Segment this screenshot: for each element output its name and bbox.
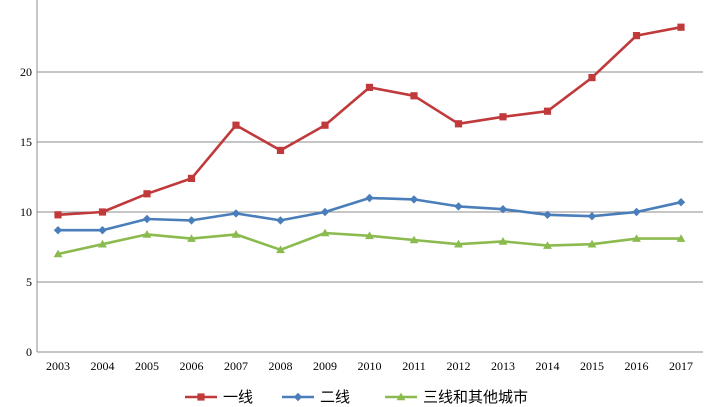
y-tick-label: 10 <box>20 205 32 219</box>
x-tick-label: 2013 <box>491 359 515 373</box>
data-point <box>454 239 463 248</box>
x-tick-label: 2006 <box>180 359 204 373</box>
data-point <box>98 239 107 248</box>
x-tick-label: 2005 <box>135 359 159 373</box>
x-tick-label: 2004 <box>91 359 115 373</box>
data-point <box>142 230 152 238</box>
series-lines <box>53 23 686 258</box>
data-point <box>187 234 196 242</box>
legend-marker <box>396 392 406 401</box>
data-point <box>53 249 63 258</box>
grid-lines <box>37 71 703 283</box>
series-line <box>58 196 682 232</box>
axes <box>36 0 703 353</box>
x-tick-label: 2011 <box>402 359 426 373</box>
x-tick-label: 2007 <box>224 359 248 373</box>
legend-label: 二线 <box>320 388 350 406</box>
data-point <box>276 216 285 225</box>
legend-marker <box>293 392 303 402</box>
data-point <box>365 193 374 203</box>
data-point <box>365 83 374 91</box>
data-point <box>677 23 685 31</box>
legend-item-1: 一线 <box>185 388 253 406</box>
data-point <box>498 205 508 214</box>
x-tick-label: 2012 <box>447 359 471 373</box>
series-2 <box>53 193 686 235</box>
data-point <box>454 202 463 211</box>
data-point <box>543 210 552 219</box>
data-point <box>499 113 507 121</box>
data-point <box>409 195 419 204</box>
x-tick-labels: 2003 2004 2005 2006 2007 2008 2009 2010 2011 2012… <box>46 359 693 373</box>
data-point <box>588 74 596 82</box>
y-tick-label: 15 <box>20 135 32 149</box>
data-point <box>543 241 552 249</box>
legend-item-3: 三线和其他城市 <box>385 388 528 406</box>
y-tick-labels: 0 5 10 15 20 <box>20 65 32 359</box>
data-point <box>320 228 330 237</box>
x-tick-label: 2015 <box>580 359 604 373</box>
series-1 <box>54 23 685 219</box>
data-point <box>232 121 240 129</box>
data-point <box>53 226 63 235</box>
legend-marker <box>197 393 205 401</box>
data-point <box>320 207 330 217</box>
data-point <box>321 121 329 129</box>
data-point <box>587 212 597 221</box>
legend-label: 一线 <box>223 388 253 406</box>
series-3 <box>53 228 686 258</box>
data-point <box>276 245 285 254</box>
x-tick-label: 2016 <box>625 359 649 373</box>
y-tick-label: 0 <box>26 345 32 359</box>
data-point <box>676 198 686 207</box>
data-point <box>632 207 641 217</box>
x-tick-label: 2017 <box>669 359 693 373</box>
data-point <box>632 32 641 40</box>
data-point <box>276 146 285 154</box>
data-point <box>409 235 419 244</box>
data-point <box>98 208 107 216</box>
data-point <box>187 216 196 225</box>
data-point <box>632 234 641 242</box>
y-tick-label: 5 <box>26 275 32 289</box>
series-line <box>57 25 682 217</box>
data-point <box>187 174 196 182</box>
legend-item-2: 二线 <box>282 388 350 406</box>
data-point <box>410 92 418 100</box>
x-tick-label: 2014 <box>536 359 560 373</box>
legend-label: 三线和其他城市 <box>423 388 528 406</box>
data-point <box>454 120 463 128</box>
data-point <box>498 237 508 245</box>
data-point <box>587 239 597 248</box>
x-tick-label: 2003 <box>46 359 70 373</box>
data-point <box>543 107 552 115</box>
data-point <box>143 190 151 198</box>
data-point <box>98 226 107 235</box>
x-tick-label: 2010 <box>358 359 382 373</box>
y-tick-label: 20 <box>20 65 32 79</box>
data-point <box>54 211 62 219</box>
data-point <box>365 231 374 240</box>
data-point <box>676 234 686 242</box>
data-point <box>142 214 152 224</box>
legend: 一线 二线 三线和其他城市 <box>185 388 528 406</box>
data-point <box>231 230 241 238</box>
x-tick-label: 2008 <box>269 359 293 373</box>
data-point <box>231 209 241 218</box>
x-tick-label: 2009 <box>313 359 337 373</box>
